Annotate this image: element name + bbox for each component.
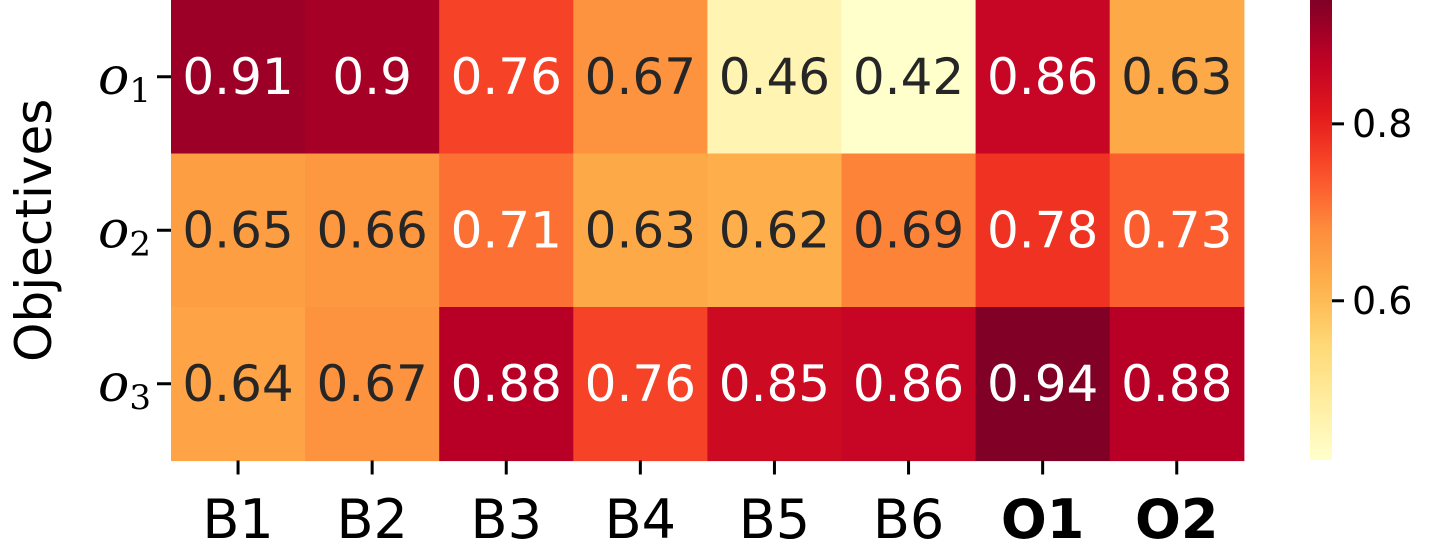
heatmap-cell: [305, 153, 440, 308]
heatmap-cell-label: 0.88: [451, 355, 562, 413]
heatmap-cell-labels: 0.91 0.9 0.76 0.67 0.46 0.42 0.86 0.63 0.65 0.66 0…: [182, 48, 1232, 413]
x-tick-label: B2: [336, 488, 407, 549]
x-tick-label: O2: [1135, 488, 1218, 549]
heatmap-cell-label: 0.9: [332, 48, 412, 106]
x-tick-label: B5: [739, 488, 810, 549]
heatmap-cell: [439, 0, 574, 155]
heatmap-cell-label: 0.69: [853, 201, 964, 259]
heatmap-cell: [1109, 0, 1245, 155]
heatmap-cell-label: 0.86: [987, 48, 1098, 106]
heatmap-cell-label: 0.67: [585, 48, 696, 106]
heatmap-cell: [975, 307, 1111, 462]
heatmap-cell-label: 0.85: [719, 355, 830, 413]
y-tick-label: o3: [98, 354, 151, 418]
heatmap-cell-label: 0.76: [585, 355, 696, 413]
heatmap-cell: [841, 153, 977, 308]
heatmap-cell: [707, 307, 843, 462]
heatmap-cell-label: 0.88: [1121, 355, 1232, 413]
heatmap-cell: [573, 307, 708, 462]
heatmap-cell: [975, 0, 1111, 155]
x-tick-label: B6: [873, 488, 944, 549]
colorbar-tick-label: 0.6: [1352, 279, 1412, 323]
x-axis: B1 B2 B3 B4 B5 B6 O1 O2: [202, 460, 1218, 549]
heatmap-cell-label: 0.86: [853, 355, 964, 413]
heatmap-cell-label: 0.62: [719, 201, 830, 259]
heatmap-cell: [171, 153, 306, 308]
heatmap-cell-label: 0.65: [182, 201, 293, 259]
heatmap-cell: [171, 0, 306, 155]
heatmap-cell-label: 0.63: [585, 201, 696, 259]
heatmap-cell-label: 0.73: [1121, 201, 1232, 259]
x-tick-label: O1: [1001, 488, 1084, 549]
y-axis-title: Objectives: [5, 99, 63, 362]
heatmap-cell-label: 0.67: [316, 355, 427, 413]
x-tick-label: B3: [471, 488, 542, 549]
heatmap-cell-label: 0.63: [1121, 48, 1232, 106]
heatmap-cell-label: 0.94: [987, 355, 1098, 413]
heatmap-cell: [841, 307, 977, 462]
heatmap-cell: [841, 0, 977, 155]
heatmap-cell: [439, 307, 574, 462]
heatmap-cell: [1109, 153, 1245, 308]
heatmap-cell: [305, 307, 440, 462]
heatmap-cells: [171, 0, 1245, 462]
y-tick-label: o2: [98, 200, 151, 264]
heatmap-cell-label: 0.46: [719, 48, 830, 106]
heatmap-cell: [707, 153, 843, 308]
heatmap-cell: [573, 153, 708, 308]
heatmap-cell: [171, 307, 306, 462]
heatmap-cell-label: 0.76: [451, 48, 562, 106]
heatmap-cell-label: 0.71: [451, 201, 562, 259]
colorbar: 0.6 0.8: [1310, 0, 1412, 460]
y-tick-label: o1: [98, 47, 151, 111]
heatmap-cell-label: 0.64: [182, 355, 293, 413]
x-tick-label: B1: [202, 488, 273, 549]
heatmap-cell-label: 0.91: [182, 48, 293, 106]
x-tick-label: B4: [605, 488, 676, 549]
heatmap-cell: [975, 153, 1111, 308]
heatmap-cell: [573, 0, 708, 155]
heatmap-cell: [439, 153, 574, 308]
heatmap-cell-label: 0.78: [987, 201, 1098, 259]
heatmap-cell: [305, 0, 440, 155]
heatmap-cell-label: 0.42: [853, 48, 964, 106]
colorbar-bar: [1310, 0, 1332, 460]
heatmap-cell: [1109, 307, 1245, 462]
heatmap-cell-label: 0.66: [316, 201, 427, 259]
colorbar-tick-label: 0.8: [1352, 102, 1412, 146]
heatmap-cell: [707, 0, 843, 155]
y-axis: o1 o2 o3: [98, 47, 171, 418]
